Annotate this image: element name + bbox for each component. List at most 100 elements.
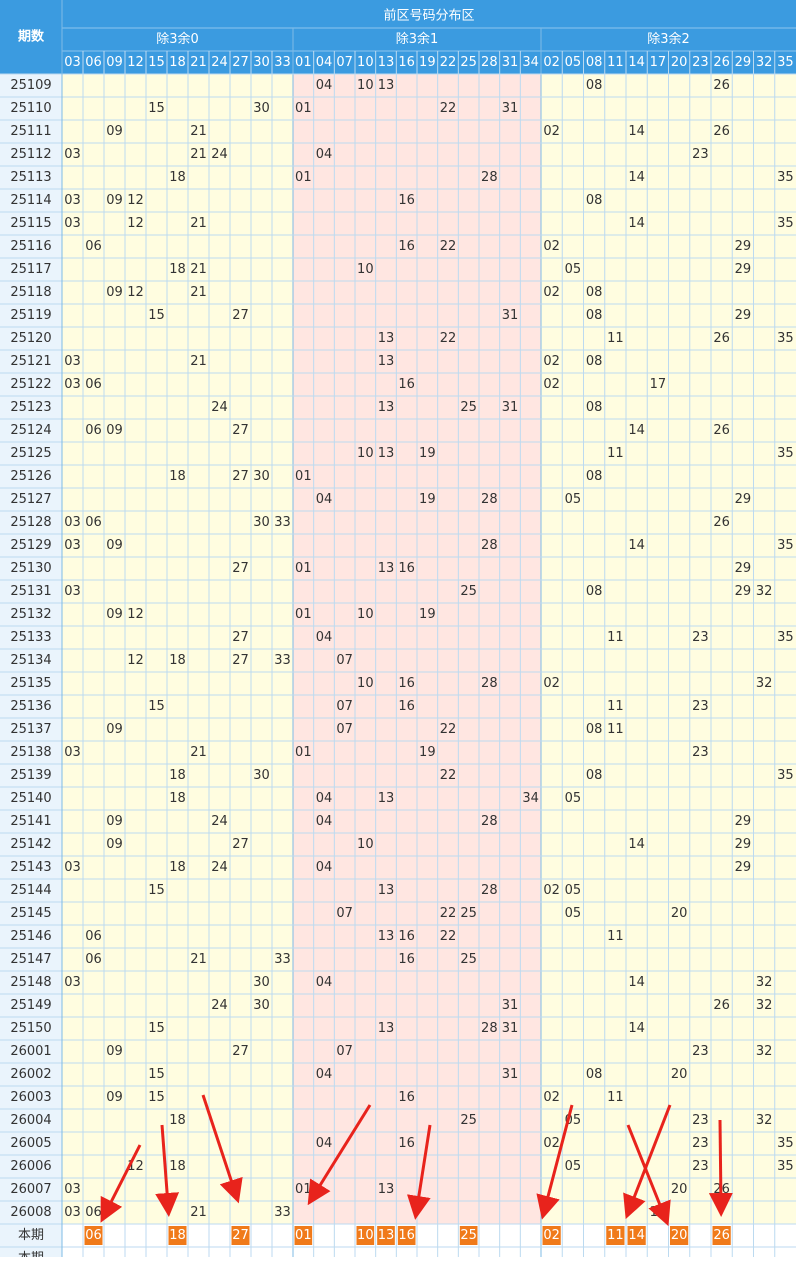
period: 25149 <box>10 998 51 1013</box>
drawn-number: 19 <box>419 446 436 461</box>
drawn-number: 24 <box>211 147 228 162</box>
drawn-number: 12 <box>127 285 144 300</box>
drawn-number: 23 <box>692 147 709 162</box>
period: 25111 <box>10 124 51 139</box>
drawn-number: 14 <box>628 170 645 185</box>
period: 25137 <box>10 722 51 737</box>
drawn-number: 09 <box>106 1090 123 1105</box>
number-header: 08 <box>586 55 603 70</box>
number-header: 16 <box>398 55 415 70</box>
drawn-number: 13 <box>378 929 395 944</box>
period: 25133 <box>10 630 51 645</box>
drawn-number: 11 <box>607 722 624 737</box>
drawn-number: 05 <box>565 906 582 921</box>
drawn-number: 13 <box>378 1021 395 1036</box>
selected-cell <box>670 1226 689 1245</box>
number-header: 24 <box>211 55 228 70</box>
drawn-number: 02 <box>543 377 560 392</box>
number-header: 20 <box>671 55 688 70</box>
number-header: 10 <box>357 55 374 70</box>
drawn-number: 30 <box>253 515 270 530</box>
drawn-number: 16 <box>398 1090 415 1105</box>
drawn-number: 22 <box>440 331 457 346</box>
drawn-number: 10 <box>357 837 374 852</box>
drawn-number: 09 <box>106 423 123 438</box>
drawn-number: 05 <box>565 883 582 898</box>
drawn-number: 08 <box>586 285 603 300</box>
drawn-number: 15 <box>148 1021 165 1036</box>
selected-cell <box>356 1226 375 1245</box>
drawn-number: 33 <box>274 1205 291 1220</box>
drawn-number: 15 <box>148 883 165 898</box>
drawn-number: 16 <box>398 929 415 944</box>
period-header: 期数 <box>18 29 45 45</box>
drawn-number: 29 <box>735 262 752 277</box>
drawn-number: 27 <box>232 561 249 576</box>
drawn-number: 35 <box>777 1159 794 1174</box>
drawn-number: 28 <box>481 538 498 553</box>
drawn-number: 01 <box>295 469 312 484</box>
selected-number: 01 <box>295 1228 312 1243</box>
drawn-number: 18 <box>169 1159 186 1174</box>
number-header: 17 <box>650 55 667 70</box>
drawn-number: 19 <box>419 745 436 760</box>
drawn-number: 25 <box>460 1113 477 1128</box>
drawn-number: 10 <box>357 607 374 622</box>
period: 25139 <box>10 768 51 783</box>
selected-cell <box>377 1226 395 1245</box>
selected-cell <box>84 1226 103 1245</box>
drawn-number: 21 <box>190 147 207 162</box>
drawn-number: 08 <box>586 354 603 369</box>
number-header: 11 <box>607 55 624 70</box>
period: 25136 <box>10 699 51 714</box>
drawn-number: 29 <box>735 561 752 576</box>
drawn-number: 18 <box>169 860 186 875</box>
number-header: 34 <box>522 55 539 70</box>
drawn-number: 28 <box>481 814 498 829</box>
drawn-number: 21 <box>190 285 207 300</box>
number-header: 21 <box>190 55 207 70</box>
drawn-number: 02 <box>543 883 560 898</box>
period: 25114 <box>10 193 51 208</box>
group-header: 除3余0 <box>156 31 199 47</box>
annotation-arrows <box>100 1094 733 1227</box>
drawn-number: 06 <box>85 515 102 530</box>
drawn-number: 02 <box>543 124 560 139</box>
drawn-number: 09 <box>106 837 123 852</box>
drawn-number: 22 <box>440 239 457 254</box>
drawn-number: 23 <box>692 1159 709 1174</box>
drawn-number: 06 <box>85 952 102 967</box>
drawn-number: 27 <box>232 469 249 484</box>
drawn-number: 29 <box>735 814 752 829</box>
drawn-number: 33 <box>274 952 291 967</box>
drawn-number: 13 <box>378 446 395 461</box>
drawn-number: 16 <box>398 952 415 967</box>
drawn-number: 09 <box>106 722 123 737</box>
selected-number: 02 <box>543 1228 560 1243</box>
drawn-number: 29 <box>735 239 752 254</box>
selected-number: 13 <box>378 1228 395 1243</box>
drawn-number: 21 <box>190 216 207 231</box>
drawn-number: 03 <box>64 515 81 530</box>
drawn-number: 01 <box>295 745 312 760</box>
drawn-number: 07 <box>336 722 353 737</box>
drawn-number: 19 <box>419 492 436 507</box>
selected-number: 26 <box>713 1228 730 1243</box>
selected-number: 10 <box>357 1228 374 1243</box>
selected-number: 06 <box>85 1228 102 1243</box>
drawn-number: 28 <box>481 676 498 691</box>
drawn-number: 30 <box>253 768 270 783</box>
drawn-number: 15 <box>148 101 165 116</box>
drawn-number: 10 <box>357 78 374 93</box>
drawn-number: 26 <box>713 78 730 93</box>
drawn-number: 18 <box>169 469 186 484</box>
drawn-number: 15 <box>148 308 165 323</box>
drawn-number: 25 <box>460 952 477 967</box>
drawn-number: 23 <box>692 699 709 714</box>
drawn-number: 08 <box>586 469 603 484</box>
drawn-number: 22 <box>440 768 457 783</box>
drawn-number: 08 <box>586 768 603 783</box>
number-header: 13 <box>378 55 395 70</box>
drawn-number: 31 <box>502 400 519 415</box>
drawn-number: 03 <box>64 584 81 599</box>
